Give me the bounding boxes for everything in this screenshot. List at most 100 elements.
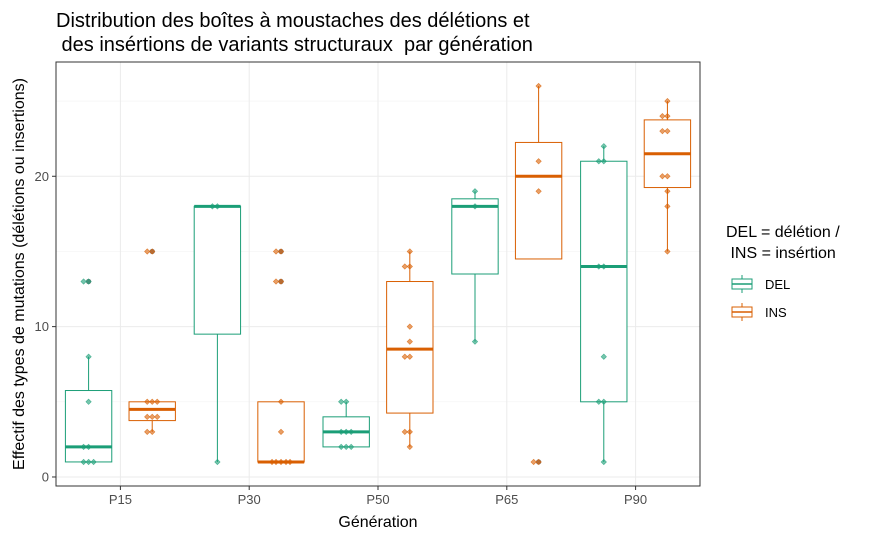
- data-point-ins: [659, 173, 666, 180]
- legend-label-del: DEL: [765, 277, 790, 292]
- data-point-ins: [406, 323, 413, 330]
- data-point-ins: [277, 248, 285, 255]
- data-point-del: [471, 338, 479, 345]
- data-point-ins: [664, 128, 671, 135]
- data-point-del: [85, 443, 92, 451]
- data-point-ins: [406, 338, 413, 345]
- data-point-ins: [530, 458, 537, 466]
- data-point-del: [209, 203, 216, 210]
- grid-lines: [56, 62, 700, 486]
- y-tick-label: 0: [42, 469, 49, 484]
- data-point-ins: [272, 248, 280, 255]
- data-point-del: [600, 158, 607, 165]
- y-axis-title: Effectif des types de mutations (délétio…: [11, 78, 28, 470]
- data-point-del: [338, 443, 345, 451]
- data-point-ins: [664, 173, 671, 180]
- data-point-ins: [406, 248, 413, 255]
- data-point-del: [338, 398, 345, 405]
- box-rect: [451, 198, 499, 275]
- box-ins-p50: [386, 251, 434, 447]
- x-tick-label: P65: [495, 492, 518, 507]
- data-point-ins: [664, 203, 671, 210]
- legend-title-line-1: DEL = délétion /: [726, 224, 840, 241]
- data-point-ins: [277, 458, 285, 466]
- points-layer: [80, 82, 671, 466]
- data-point-del: [348, 443, 355, 451]
- data-point-ins: [535, 188, 542, 195]
- data-point-del: [90, 458, 97, 466]
- data-point-del: [595, 398, 602, 405]
- box-del-p65: [451, 191, 499, 342]
- data-point-ins: [401, 428, 408, 435]
- box-rect: [580, 160, 628, 403]
- data-point-ins: [664, 188, 671, 195]
- data-point-ins: [406, 263, 413, 270]
- data-point-ins: [664, 248, 671, 255]
- data-point-del: [85, 353, 92, 360]
- data-point-del: [600, 458, 607, 466]
- data-point-del: [85, 458, 92, 466]
- box-rect: [386, 281, 434, 414]
- data-point-ins: [535, 82, 542, 90]
- data-point-del: [80, 278, 87, 285]
- data-point-ins: [268, 458, 276, 466]
- data-point-ins: [406, 353, 413, 360]
- x-tick-label: P30: [238, 492, 261, 507]
- data-point-ins: [154, 413, 161, 420]
- data-point-ins: [149, 398, 156, 405]
- legend-label-ins: INS: [765, 305, 787, 320]
- x-tick-label: P15: [109, 492, 132, 507]
- data-point-ins: [144, 428, 151, 435]
- data-point-ins: [277, 398, 285, 405]
- data-point-ins: [406, 443, 413, 451]
- data-point-ins: [401, 263, 408, 270]
- data-point-ins: [535, 158, 542, 165]
- legend-item-del: DEL: [731, 275, 790, 293]
- data-point-del: [214, 203, 221, 210]
- data-point-del: [348, 428, 355, 435]
- data-point-del: [600, 353, 607, 360]
- data-point-del: [595, 263, 602, 270]
- box-rect: [193, 205, 242, 335]
- chart-title-line-2: des insértions de variants structuraux p…: [56, 34, 533, 56]
- axes-layer: 0 10 20 P15 P30 P50 P65 P90: [35, 169, 648, 507]
- data-point-del: [343, 398, 350, 405]
- data-point-del: [80, 458, 87, 466]
- data-point-ins: [149, 413, 156, 420]
- data-point-del: [338, 428, 345, 435]
- data-point-del: [471, 203, 479, 210]
- data-point-ins: [154, 398, 161, 405]
- y-tick-label: 10: [35, 319, 49, 334]
- data-point-del: [595, 158, 602, 165]
- box-del-p90: [580, 146, 628, 462]
- x-tick-label: P90: [624, 492, 647, 507]
- legend: DEL = délétion / INS = insértion DEL INS: [726, 224, 840, 321]
- data-point-del: [214, 458, 221, 466]
- data-point-del: [600, 263, 607, 270]
- x-axis-title: Génération: [338, 514, 417, 531]
- data-point-del: [85, 398, 92, 405]
- data-point-del: [471, 188, 479, 195]
- data-point-ins: [144, 398, 151, 405]
- data-point-del: [600, 143, 607, 150]
- data-point-del: [343, 428, 350, 435]
- boxes-layer: [64, 86, 692, 465]
- data-point-ins: [277, 278, 285, 285]
- data-point-ins: [401, 353, 408, 360]
- data-point-ins: [144, 248, 151, 255]
- data-point-ins: [664, 97, 671, 105]
- y-tick-label: 20: [35, 169, 49, 184]
- data-point-ins: [144, 413, 151, 420]
- x-tick-label: P50: [366, 492, 389, 507]
- data-point-ins: [286, 458, 294, 466]
- data-point-ins: [535, 458, 542, 466]
- legend-keys: DEL INS: [731, 275, 790, 321]
- data-point-ins: [659, 128, 666, 135]
- data-point-del: [85, 278, 92, 285]
- data-point-del: [600, 398, 607, 405]
- legend-item-ins: INS: [731, 303, 787, 321]
- data-point-del: [80, 443, 87, 451]
- chart-title-line-1: Distribution des boîtes à moustaches des…: [56, 10, 530, 32]
- data-point-ins: [272, 278, 280, 285]
